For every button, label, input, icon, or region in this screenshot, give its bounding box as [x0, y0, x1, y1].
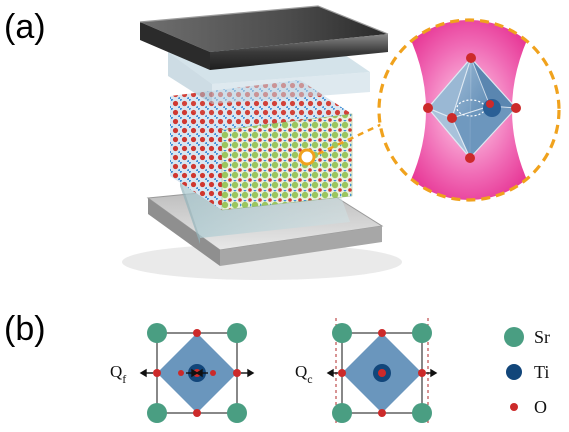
- top-mirror: [139, 5, 389, 70]
- panel-b-label: (b): [4, 310, 46, 348]
- floor-shadow: [122, 244, 402, 280]
- mode-qf-cell: [139, 323, 255, 423]
- legend-ti-marker: [506, 364, 522, 380]
- mode-qc-label: Qc: [295, 362, 313, 386]
- legend: Sr Ti O: [504, 327, 550, 417]
- highlighted-site: [298, 148, 316, 166]
- o-atom-top: [466, 53, 476, 63]
- zoom-connector: [317, 122, 383, 156]
- o-atom-front: [447, 113, 457, 123]
- legend-ti-label: Ti: [534, 362, 549, 382]
- zoom-inset: [377, 18, 561, 202]
- o-atom-back: [486, 100, 494, 108]
- legend-sr-label: Sr: [534, 327, 550, 347]
- mode-qc-cell: [326, 318, 438, 424]
- legend-o-label: O: [534, 397, 547, 417]
- o-atom-right: [511, 103, 521, 113]
- legend-o-marker: [510, 403, 518, 411]
- o-atom-left: [423, 103, 433, 113]
- legend-sr-marker: [504, 327, 524, 347]
- panel-a-label: (a): [4, 8, 46, 46]
- mode-qf-label: Qf: [110, 362, 126, 386]
- o-atom-bottom: [465, 153, 475, 163]
- octahedron: [423, 53, 521, 163]
